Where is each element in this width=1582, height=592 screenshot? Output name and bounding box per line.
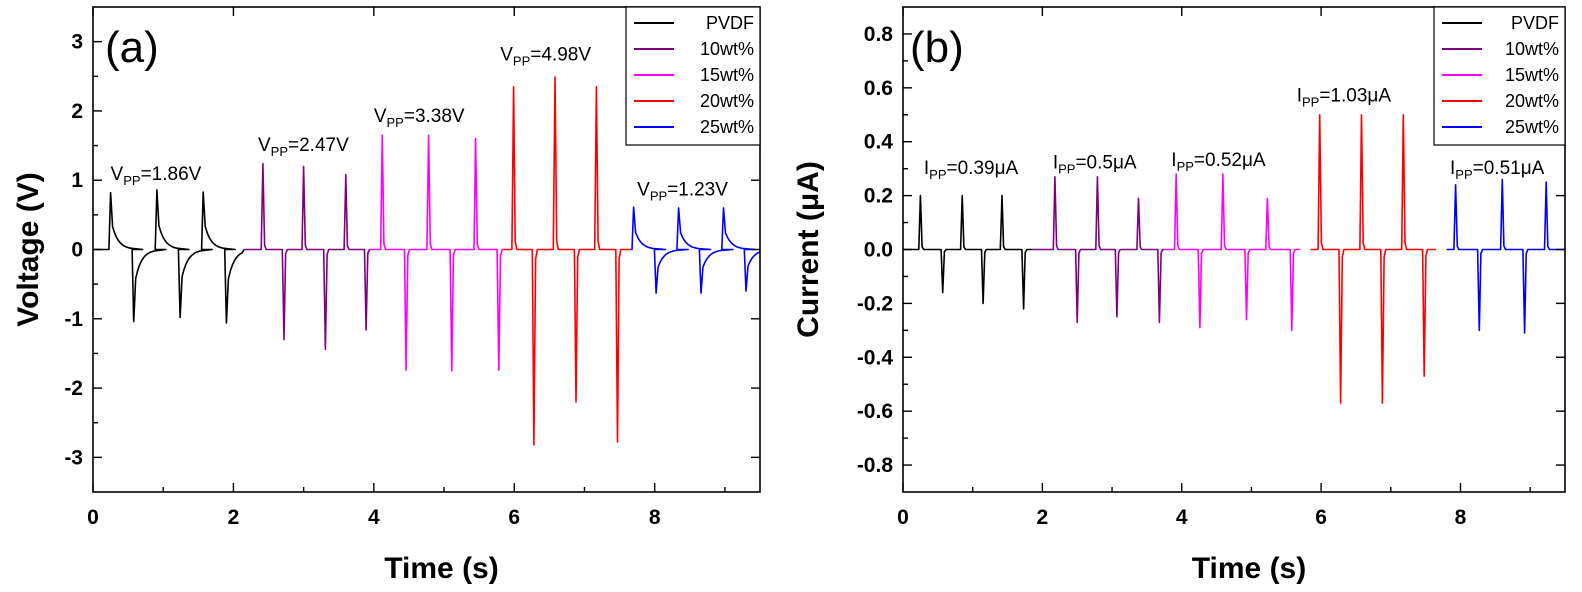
x-tick-label: 4 bbox=[368, 506, 380, 529]
x-tick-label: 8 bbox=[649, 506, 661, 529]
peak-to-peak-annotation: IPP=0.51μA bbox=[1450, 158, 1545, 182]
legend-label: PVDF bbox=[1511, 13, 1559, 33]
legend: PVDF 10wt% 15wt% 20wt% 25wt% bbox=[1433, 6, 1566, 146]
x-axis-title: Time (s) bbox=[384, 552, 498, 585]
series-line-10wtpct bbox=[244, 162, 371, 351]
x-tick-label: 2 bbox=[1037, 506, 1049, 529]
legend: PVDF 10wt% 15wt% 20wt% 25wt% bbox=[625, 6, 761, 146]
y-tick-label: 0.8 bbox=[864, 23, 894, 46]
peak-to-peak-annotation: VPP=3.38V bbox=[374, 106, 465, 130]
peak-to-peak-annotation: IPP=1.03μA bbox=[1297, 85, 1392, 109]
legend-label: 10wt% bbox=[700, 39, 754, 59]
x-tick-label: 6 bbox=[508, 506, 520, 529]
y-tick-label: -0.2 bbox=[857, 292, 893, 315]
peak-to-peak-annotation: IPP=0.39μA bbox=[924, 158, 1019, 182]
series-line-pvdf bbox=[903, 194, 1032, 310]
y-tick-label: 0 bbox=[71, 239, 83, 262]
peak-to-peak-annotation: VPP=1.23V bbox=[637, 179, 728, 203]
peak-to-peak-annotation: VPP=2.47V bbox=[258, 135, 349, 159]
peak-to-peak-annotation: VPP=4.98V bbox=[500, 44, 591, 68]
x-tick-label: 4 bbox=[1176, 506, 1188, 529]
x-tick-label: 8 bbox=[1455, 506, 1467, 529]
x-tick-label: 6 bbox=[1315, 506, 1327, 529]
y-tick-label: -2 bbox=[64, 377, 83, 400]
y-tick-label: -0.6 bbox=[857, 400, 893, 423]
series-line-25wtpct bbox=[630, 206, 760, 294]
legend-label: 15wt% bbox=[1505, 65, 1559, 85]
peak-to-peak-annotation: IPP=0.5μA bbox=[1053, 153, 1137, 177]
panel-label: (a) bbox=[105, 23, 159, 72]
peak-to-peak-annotation: VPP=1.86V bbox=[111, 164, 202, 188]
peak-to-peak-annotation: IPP=0.52μA bbox=[1171, 150, 1266, 174]
y-tick-label: 0.4 bbox=[864, 131, 894, 154]
series-line-20wtpct bbox=[503, 76, 631, 446]
series-line-25wtpct bbox=[1446, 178, 1565, 334]
panel-a: 0 2 4 6 8 -3 -2 -1 0 1 2 3 Time (s) Voltage (V) (a) PVD… bbox=[12, 6, 761, 585]
y-tick-label: -0.8 bbox=[857, 454, 894, 477]
y-axis-title: Voltage (V) bbox=[12, 172, 45, 326]
y-tick-label: -0.4 bbox=[857, 346, 894, 369]
x-tick-label: 0 bbox=[897, 506, 909, 529]
legend-label: 20wt% bbox=[1505, 91, 1559, 111]
series-line-pvdf bbox=[93, 189, 245, 324]
legend-label: 15wt% bbox=[700, 65, 754, 85]
panel-b: 0 2 4 6 8 -0.8 -0.6 -0.4 -0.2 0.0 0.2 0.4 0.6 0.8 Time… bbox=[792, 6, 1566, 585]
series-line-20wtpct bbox=[1310, 114, 1437, 404]
y-tick-label: -3 bbox=[64, 446, 83, 469]
legend-label: PVDF bbox=[706, 13, 754, 33]
legend-label: 25wt% bbox=[1505, 117, 1559, 137]
y-tick-label: -1 bbox=[64, 308, 83, 331]
y-tick-label: 0.2 bbox=[864, 185, 893, 208]
legend-label: 10wt% bbox=[1505, 39, 1559, 59]
x-axis-title: Time (s) bbox=[1192, 552, 1306, 585]
y-tick-label: 1 bbox=[71, 169, 83, 192]
series-line-15wtpct bbox=[1164, 173, 1301, 332]
y-tick-label: 2 bbox=[71, 100, 83, 123]
y-tick-label: 3 bbox=[71, 31, 83, 54]
legend-label: 25wt% bbox=[700, 117, 754, 137]
y-tick-label: 0.6 bbox=[864, 77, 893, 100]
y-axis-title: Current (μA) bbox=[792, 161, 825, 338]
x-tick-label: 2 bbox=[228, 506, 240, 529]
legend-label: 20wt% bbox=[700, 91, 754, 111]
panel-label: (b) bbox=[910, 23, 964, 72]
series-line-15wtpct bbox=[370, 134, 504, 372]
x-tick-label: 0 bbox=[87, 506, 99, 529]
series-line-10wtpct bbox=[1031, 176, 1165, 324]
y-tick-label: 0.0 bbox=[864, 239, 893, 262]
